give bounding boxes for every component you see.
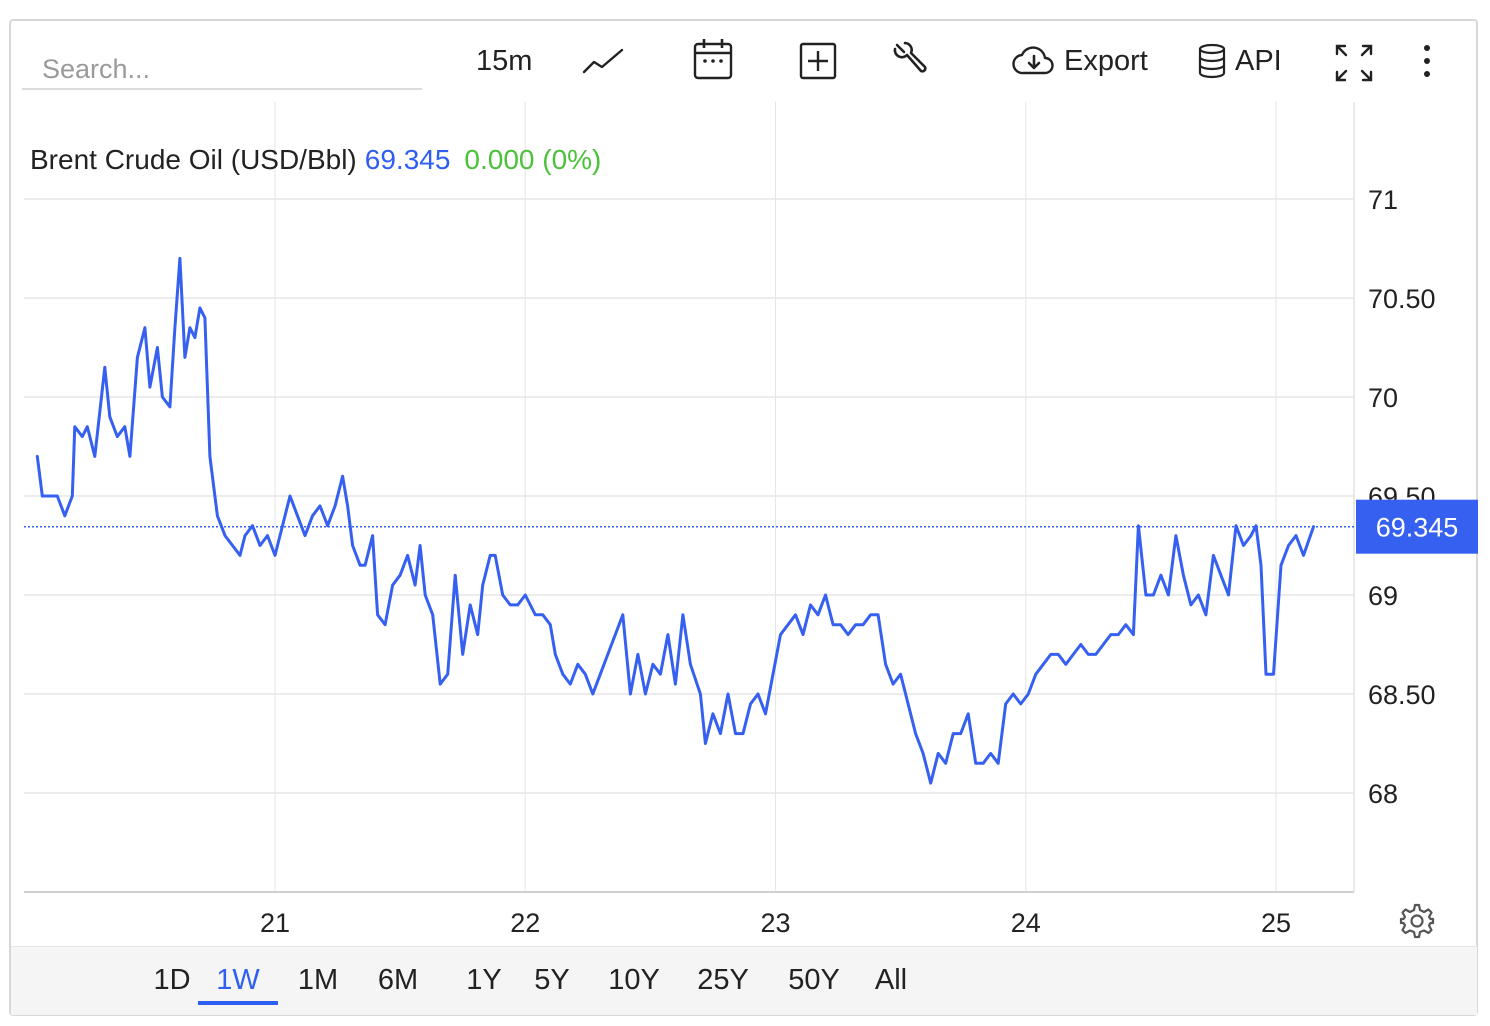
chart-widget-frame: [9, 19, 1478, 1016]
cloud-download-icon: [1012, 46, 1054, 75]
add-indicator-button[interactable]: [799, 36, 837, 86]
y-tick-label: 69: [1368, 581, 1398, 611]
x-tick-label: 25: [1261, 908, 1291, 938]
interval-selector[interactable]: 15m: [476, 36, 532, 86]
range-button-5y[interactable]: 5Y: [534, 964, 570, 996]
gear-icon: [1399, 903, 1435, 939]
api-button[interactable]: API: [1197, 36, 1282, 86]
last-value-badge: [1356, 499, 1478, 554]
tools-button[interactable]: [891, 36, 929, 86]
y-tick-label: 70: [1368, 383, 1398, 413]
y-tick-label: 68: [1368, 779, 1398, 809]
more-menu-button[interactable]: [1418, 36, 1436, 86]
x-tick-label: 22: [510, 908, 540, 938]
range-button-1m[interactable]: 1M: [297, 964, 339, 996]
date-range-button[interactable]: [693, 34, 733, 84]
instrument-name: Brent Crude Oil (USD/Bbl): [30, 144, 357, 175]
chart-area[interactable]: 68 68.50 69 69.50 70 70.50 71 21 22 23 24 25 69.345 …: [0, 0, 1490, 945]
price-change: 0.000 (0%): [464, 144, 602, 175]
chart-header: Brent Crude Oil (USD/Bbl) 69.345 0.000 (0%…: [30, 144, 601, 176]
range-button-1w[interactable]: 1W: [198, 959, 278, 1005]
chart-type-button[interactable]: [582, 36, 624, 86]
calendar-icon: [693, 39, 733, 80]
line-chart-icon: [582, 48, 624, 74]
price-series-line[interactable]: [35, 256, 1315, 785]
database-icon: [1198, 43, 1226, 79]
x-tick-label: 24: [1011, 908, 1041, 938]
fullscreen-icon: [1335, 44, 1373, 82]
range-button-25y[interactable]: 25Y: [697, 964, 749, 996]
range-button-6m[interactable]: 6M: [377, 964, 419, 996]
range-button-1y[interactable]: 1Y: [466, 964, 502, 996]
export-button[interactable]: Export: [1012, 36, 1148, 86]
y-tick-label: 70.50: [1368, 284, 1436, 314]
range-selector-bar: 1D 1W 1M 6M 1Y 5Y 10Y 25Y 50Y All: [11, 946, 1477, 1015]
more-vertical-icon: [1424, 45, 1430, 77]
range-button-1d[interactable]: 1D: [153, 964, 191, 996]
y-tick-label: 68.50: [1368, 680, 1436, 710]
interval-label: 15m: [476, 44, 533, 77]
x-tick-label: 23: [760, 908, 790, 938]
range-button-10y[interactable]: 10Y: [608, 964, 660, 996]
range-button-50y[interactable]: 50Y: [788, 964, 840, 996]
search-input[interactable]: [22, 46, 422, 90]
range-button-all[interactable]: All: [874, 964, 908, 996]
add-icon: [799, 42, 837, 80]
y-tick-label: 71: [1368, 185, 1398, 215]
chart-settings-button[interactable]: [1398, 902, 1436, 945]
export-label: Export: [1064, 44, 1148, 77]
wrench-icon: [893, 41, 927, 73]
last-price: 69.345: [364, 144, 451, 175]
api-label: API: [1235, 44, 1282, 77]
last-value-label: 69.345: [1376, 513, 1459, 543]
toolbar: 15m Export: [0, 0, 1490, 100]
x-tick-label: 21: [260, 908, 290, 938]
fullscreen-button[interactable]: [1334, 38, 1374, 88]
